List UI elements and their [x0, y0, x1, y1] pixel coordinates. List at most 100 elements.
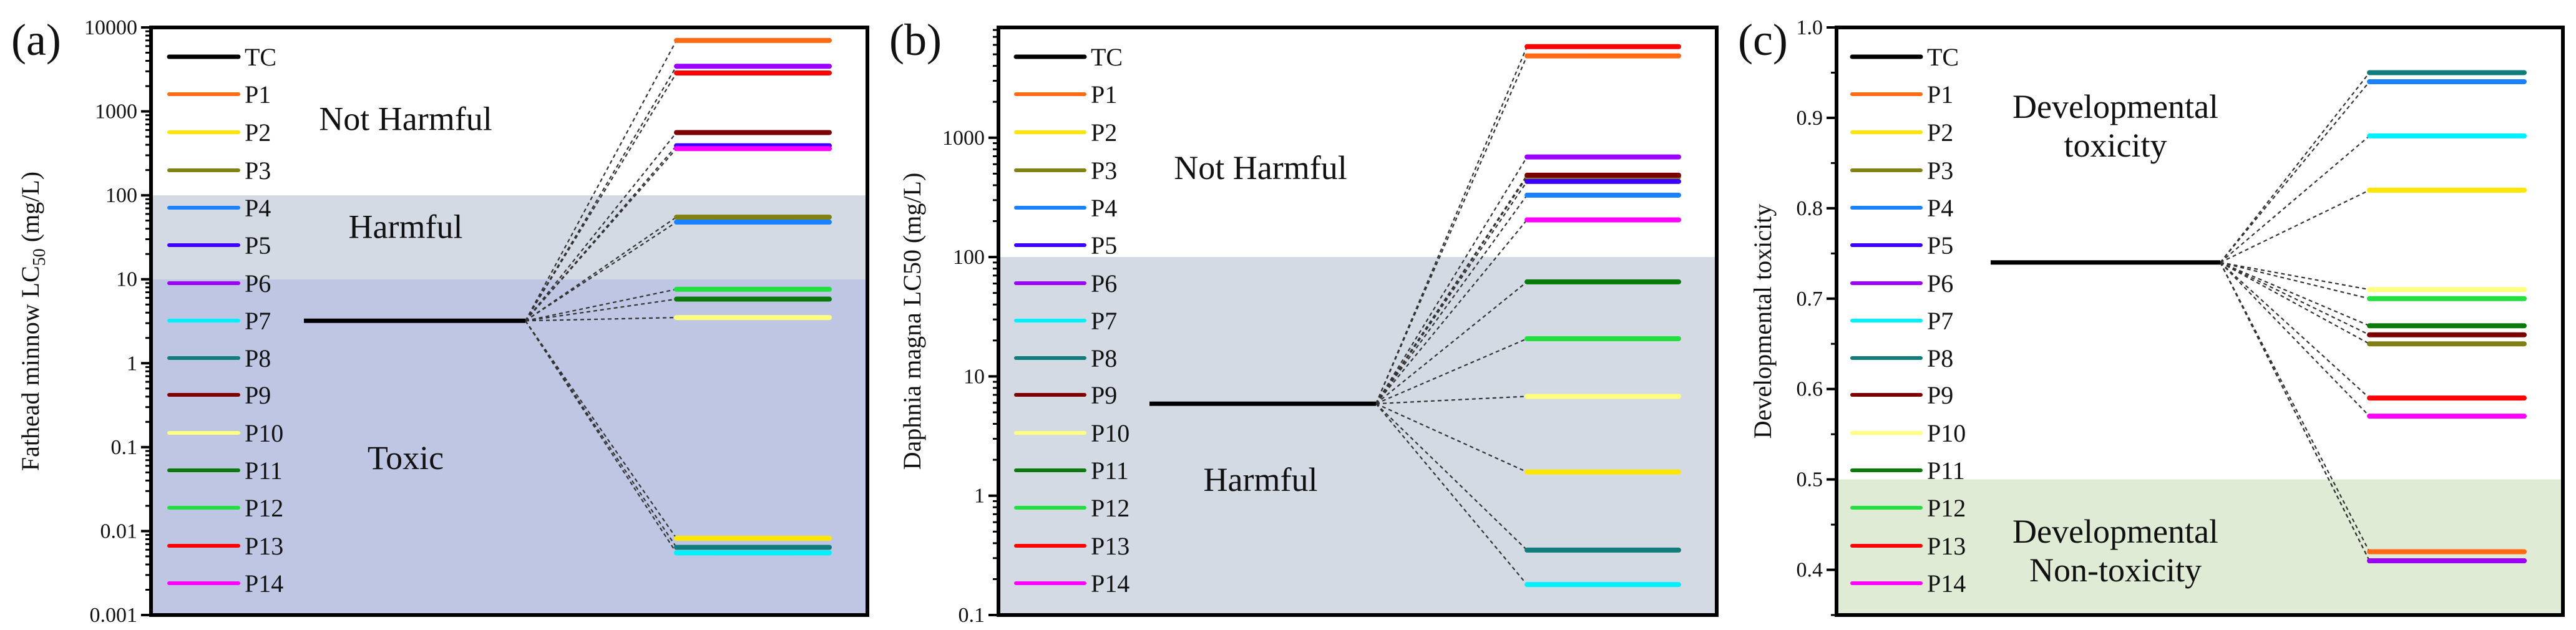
region-toxic [151, 279, 867, 615]
y-tick-label: 0.9 [1797, 107, 1823, 130]
legend-label-p13: P13 [245, 532, 283, 560]
region-label: Not Harmful [319, 100, 492, 137]
connector-p13 [525, 72, 677, 321]
legend-label-p2: P2 [1927, 119, 1953, 147]
panel-label: (a) [11, 15, 61, 65]
legend-label-p6: P6 [1091, 269, 1117, 298]
legend-label-p5: P5 [1091, 231, 1117, 259]
legend-label-p9: P9 [1927, 381, 1953, 409]
legend-label-p9: P9 [1091, 381, 1117, 409]
connector-p10 [2220, 261, 2370, 291]
connector-p3 [2220, 261, 2370, 345]
legend-label-p7: P7 [245, 307, 271, 335]
y-tick-label: 0.1 [959, 604, 985, 627]
connector-p9 [1375, 175, 1528, 404]
region-label: Toxic [368, 439, 444, 477]
y-tick-label: 10 [964, 365, 985, 388]
legend-label-p13: P13 [1091, 532, 1129, 560]
y-axis-title: Developmental toxicity [1749, 204, 1777, 439]
legend-label-p14: P14 [245, 569, 283, 598]
connector-p9 [525, 132, 677, 321]
connector-p6 [2220, 262, 2370, 561]
legend-label-tc: TC [1091, 43, 1123, 71]
y-tick-label: 100 [105, 184, 137, 207]
legend-label-p1: P1 [1927, 80, 1953, 109]
legend-label-p5: P5 [1927, 231, 1953, 259]
legend-label-p14: P14 [1091, 569, 1129, 598]
region-label: Developmental [2012, 513, 2218, 550]
connector-p3 [525, 216, 677, 322]
connector-p13 [1375, 46, 1528, 404]
connector-p14 [2220, 262, 2370, 417]
legend-label-p11: P11 [1927, 457, 1965, 485]
y-axis-title: Daphnia magna LC50 (mg/L) [898, 173, 926, 470]
legend-label-p1: P1 [245, 80, 271, 109]
y-tick-label: 0.4 [1797, 559, 1823, 582]
legend-label-p11: P11 [245, 457, 283, 485]
legend-label-p3: P3 [1091, 157, 1117, 185]
legend-label-p11: P11 [1091, 457, 1129, 485]
y-tick-label: 0.5 [1797, 468, 1823, 492]
y-axis-title: Fathead minnow LC50 (mg/L) [16, 172, 49, 471]
legend-label-p6: P6 [245, 269, 271, 298]
connector-p7 [2220, 135, 2370, 263]
legend-label-p9: P9 [245, 381, 271, 409]
region-label: toxicity [2064, 127, 2167, 164]
region-developmental-non-toxicity [1837, 479, 2563, 615]
y-tick-label: 1000 [942, 127, 985, 150]
legend-label-p14: P14 [1927, 569, 1966, 598]
legend-label-p2: P2 [1091, 119, 1117, 147]
legend-label-p8: P8 [245, 344, 271, 372]
legend-label-p10: P10 [245, 419, 283, 447]
connector-p11 [525, 298, 677, 322]
chart-panel-a: Not Harmful Harmful Toxic TC P1 P2 P3 P4 P5 P6 P7 P… [11, 15, 869, 627]
connector-p1 [525, 40, 677, 321]
y-tick-label: 1.0 [1797, 16, 1823, 39]
plot-frame [1835, 26, 2565, 617]
y-tick-label: 1 [127, 352, 137, 375]
region-label: Non-toxicity [2029, 551, 2202, 589]
y-tick-label: 10000 [84, 16, 137, 39]
connector-p12 [525, 288, 677, 322]
connector-p2 [525, 320, 677, 539]
connector-p10 [1375, 395, 1528, 405]
y-tick-label: 0.7 [1797, 288, 1823, 311]
plot-frame [149, 26, 869, 617]
connector-p13 [2220, 261, 2370, 399]
y-tick-label: 0.001 [90, 604, 138, 627]
region-harmful [151, 195, 867, 279]
chart-panel-b: Not Harmful Harmful TC P1 P2 P3 P4 P5 P6 P7 P8 P9 P1… [889, 15, 1719, 627]
connector-p7 [525, 320, 677, 553]
connector-p8 [2220, 72, 2370, 263]
connector-p4 [2220, 81, 2370, 263]
connector-p4 [1375, 195, 1528, 404]
connector-p3 [1375, 176, 1528, 404]
region-label: Developmental [2012, 88, 2218, 125]
panel-label: (c) [1738, 15, 1788, 65]
y-tick-label: 10 [116, 268, 137, 291]
legend-label-p2: P2 [245, 119, 271, 147]
legend-label-p12: P12 [1927, 494, 1966, 522]
y-tick-label: 1 [974, 485, 985, 508]
region-developmental-toxicity [1837, 27, 2563, 480]
legend-label-p10: P10 [1091, 419, 1129, 447]
plot-frame [997, 26, 1719, 617]
panel-label: (b) [889, 15, 942, 65]
region-not-harmful [151, 27, 867, 196]
connector-p7 [1375, 403, 1528, 585]
region-label: Not Harmful [1174, 149, 1347, 187]
legend-label-p4: P4 [245, 194, 271, 222]
y-tick-label: 0.8 [1797, 197, 1823, 220]
y-tick-label: 1000 [95, 100, 137, 124]
connector-p8 [525, 320, 677, 548]
connector-p12 [2220, 261, 2370, 299]
legend-label-p12: P12 [1091, 494, 1129, 522]
legend-label-p4: P4 [1927, 194, 1953, 222]
y-tick-label: 0.1 [111, 436, 138, 459]
connector-p5 [525, 145, 677, 322]
legend-label-p5: P5 [245, 231, 271, 259]
connector-p11 [1375, 281, 1528, 405]
legend-label-p12: P12 [245, 494, 283, 522]
